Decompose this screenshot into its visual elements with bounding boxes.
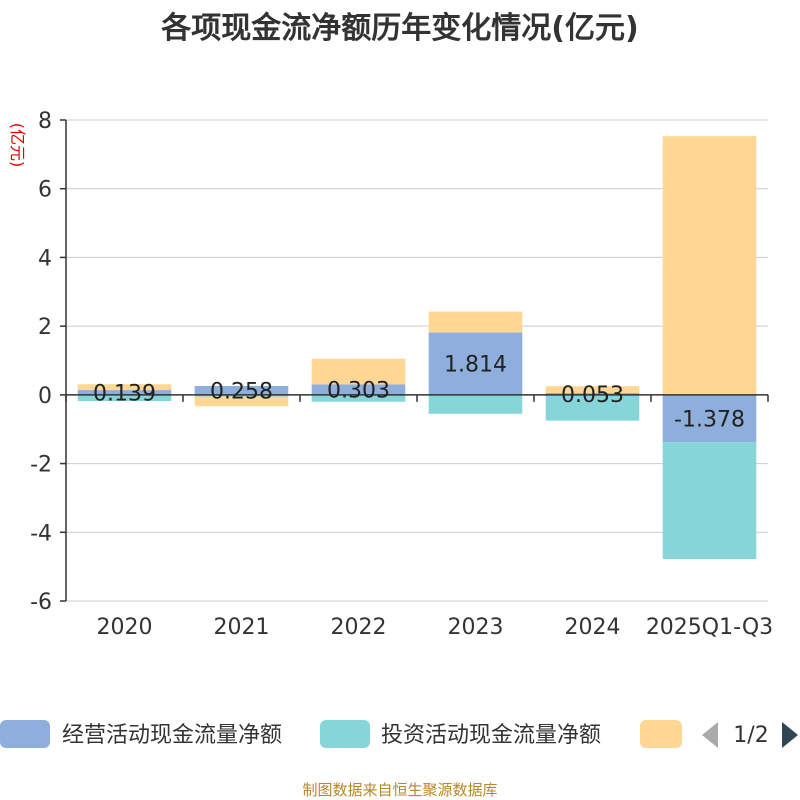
x-tick-label: 2024: [565, 615, 621, 640]
bar-segment-investing: [194, 394, 289, 397]
grid: [66, 119, 768, 602]
data-labels: 0.139 0.258 0.303 1.814 0.053 -1.378: [93, 353, 745, 433]
y-axis-label: (亿元): [8, 123, 27, 168]
legend-swatch-investing[interactable]: [320, 720, 370, 748]
bar-segment-investing: [311, 394, 406, 402]
source-note: 制图数据来自恒生聚源数据库: [302, 781, 497, 799]
data-label: 0.053: [561, 383, 624, 408]
data-label: 0.139: [93, 381, 156, 406]
bar-segment-financing: [77, 384, 172, 391]
legend: 经营活动现金流量净额 投资活动现金流量净额 1/2: [0, 720, 798, 748]
bar-segment-financing: [428, 311, 523, 333]
bar-segment-financing: [311, 358, 406, 385]
pager-next-icon[interactable]: [782, 722, 798, 748]
legend-pager: 1/2: [733, 723, 768, 748]
bars: [77, 136, 757, 560]
data-label: 1.814: [444, 353, 507, 378]
bar-segment-investing: [545, 394, 640, 421]
x-tick-label: 2020: [97, 615, 153, 640]
legend-swatch-financing[interactable]: [640, 720, 682, 748]
x-tick-label: 2025Q1-Q3: [646, 615, 773, 640]
bar-segment-investing: [77, 394, 172, 402]
y-tick-label: -4: [30, 521, 52, 546]
y-tick-label: 4: [38, 246, 52, 271]
bar-segment-operating: [662, 394, 757, 443]
bar-segment-operating: [311, 384, 406, 395]
y-tick-label: 8: [38, 109, 52, 134]
data-label: 0.258: [210, 379, 273, 404]
legend-swatch-operating[interactable]: [0, 720, 50, 748]
x-tick-label: 2023: [448, 615, 504, 640]
bar-segment-financing: [662, 136, 757, 395]
x-tick-label: 2021: [214, 615, 270, 640]
bar-segment-financing: [194, 396, 289, 407]
chart-title: 各项现金流净额历年变化情况(亿元): [160, 11, 638, 46]
legend-label-investing[interactable]: 投资活动现金流量净额: [381, 723, 601, 748]
y-tick-label: -6: [30, 590, 52, 615]
data-label: -1.378: [674, 408, 745, 433]
bar-segment-operating: [194, 385, 289, 395]
y-tick-label: 2: [38, 315, 52, 340]
bar-segment-operating: [545, 393, 640, 395]
axes: 8 6 4 2 0 -2 -4 -6 2020 2021 2022 2023 2024 2025Q1-Q3: [30, 109, 773, 640]
bar-segment-operating: [428, 332, 523, 395]
bar-segment-operating: [77, 390, 172, 395]
y-tick-label: 6: [38, 178, 52, 203]
y-tick-label: -2: [30, 453, 52, 478]
legend-label-operating[interactable]: 经营活动现金流量净额: [62, 723, 282, 748]
bar-segment-investing: [428, 394, 523, 414]
y-tick-label: 0: [38, 384, 52, 409]
pager-prev-icon[interactable]: [702, 722, 718, 748]
bar-segment-financing: [545, 386, 640, 394]
data-label: 0.303: [327, 379, 390, 404]
bar-segment-investing: [662, 442, 757, 560]
x-tick-label: 2022: [331, 615, 387, 640]
